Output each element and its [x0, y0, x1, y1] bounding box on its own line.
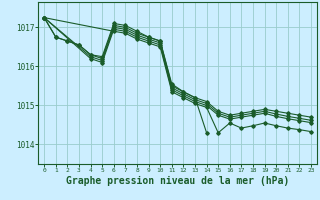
X-axis label: Graphe pression niveau de la mer (hPa): Graphe pression niveau de la mer (hPa) [66, 176, 289, 186]
